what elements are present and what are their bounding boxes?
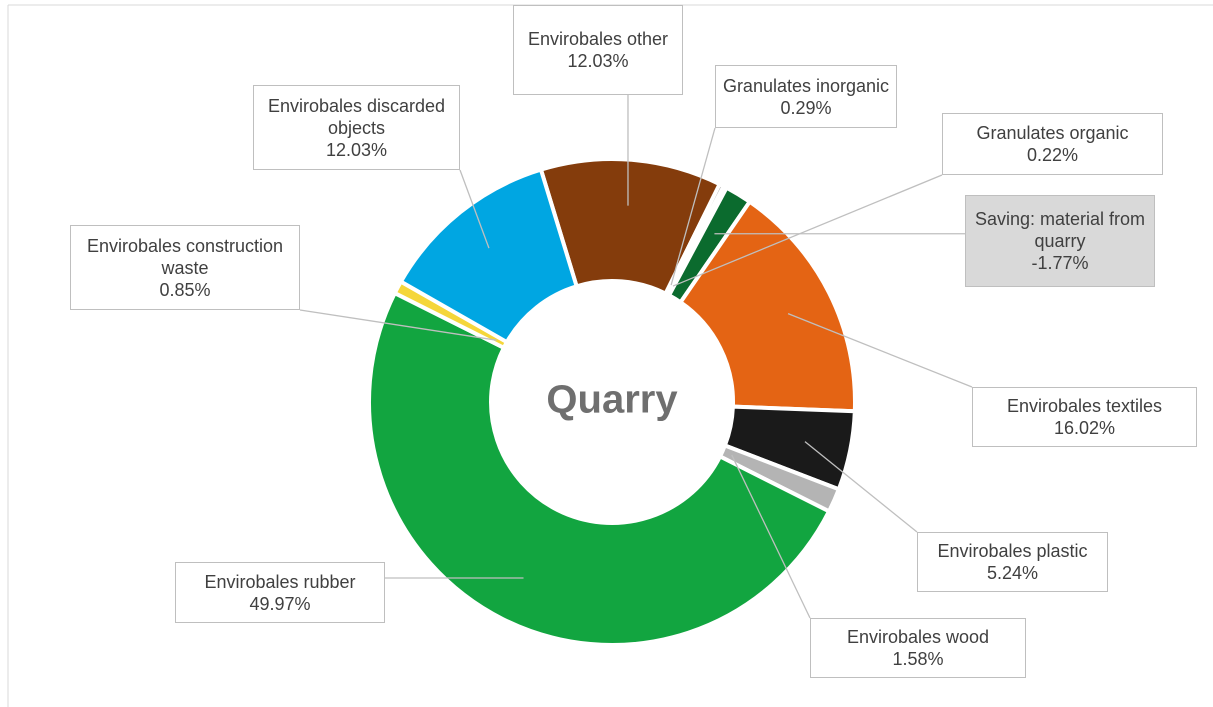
data-label: Envirobales textiles 16.02% <box>972 387 1197 447</box>
data-label: Envirobales plastic 5.24% <box>917 532 1108 592</box>
label-value: 16.02% <box>1053 418 1116 438</box>
label-name: Envirobales textiles <box>1006 396 1163 416</box>
label-name: Envirobales discarded objects <box>267 95 446 138</box>
data-label: Envirobales rubber 49.97% <box>175 562 385 623</box>
label-name: Envirobales rubber <box>204 571 356 592</box>
label-value: 12.03% <box>567 51 629 71</box>
leader-line <box>672 174 943 287</box>
label-value: -1.77% <box>1031 253 1089 273</box>
data-label: Granulates organic 0.22% <box>942 113 1163 175</box>
label-value: 1.58% <box>892 649 944 669</box>
leader-line <box>731 454 811 619</box>
label-name: Envirobales other <box>527 29 669 49</box>
label-value: 0.29% <box>780 97 832 118</box>
label-name: Envirobales plastic <box>937 541 1088 561</box>
label-value: 49.97% <box>249 593 311 614</box>
label-value: 0.22% <box>1026 145 1079 165</box>
label-value: 12.03% <box>325 139 388 160</box>
label-name: Granulates organic <box>976 123 1129 143</box>
data-label: Saving: material from quarry -1.77% <box>965 195 1155 287</box>
label-name: Granulates inorganic <box>722 75 890 96</box>
label-value: 0.85% <box>159 279 211 300</box>
label-value: 5.24% <box>986 563 1039 583</box>
data-label: Granulates inorganic 0.29% <box>715 65 897 128</box>
leader-line <box>787 313 973 388</box>
center-label: Quarry <box>546 378 678 422</box>
leader-line <box>670 127 716 286</box>
leader-line <box>804 441 918 533</box>
leader-line <box>459 169 490 249</box>
donut-slice <box>677 198 857 414</box>
leader-line <box>299 309 497 341</box>
data-label: Envirobales other 12.03% <box>513 5 683 95</box>
label-name: Envirobales construction waste <box>86 235 284 278</box>
donut-slice <box>538 157 723 297</box>
label-name: Saving: material from quarry <box>974 209 1146 251</box>
label-name: Envirobales wood <box>846 627 990 647</box>
data-label: Envirobales wood 1.58% <box>810 618 1026 678</box>
donut-slice <box>366 290 832 648</box>
data-label: Envirobales construction waste 0.85% <box>70 225 300 310</box>
data-label: Envirobales discarded objects 12.03% <box>253 85 460 170</box>
donut-slice <box>398 167 580 345</box>
